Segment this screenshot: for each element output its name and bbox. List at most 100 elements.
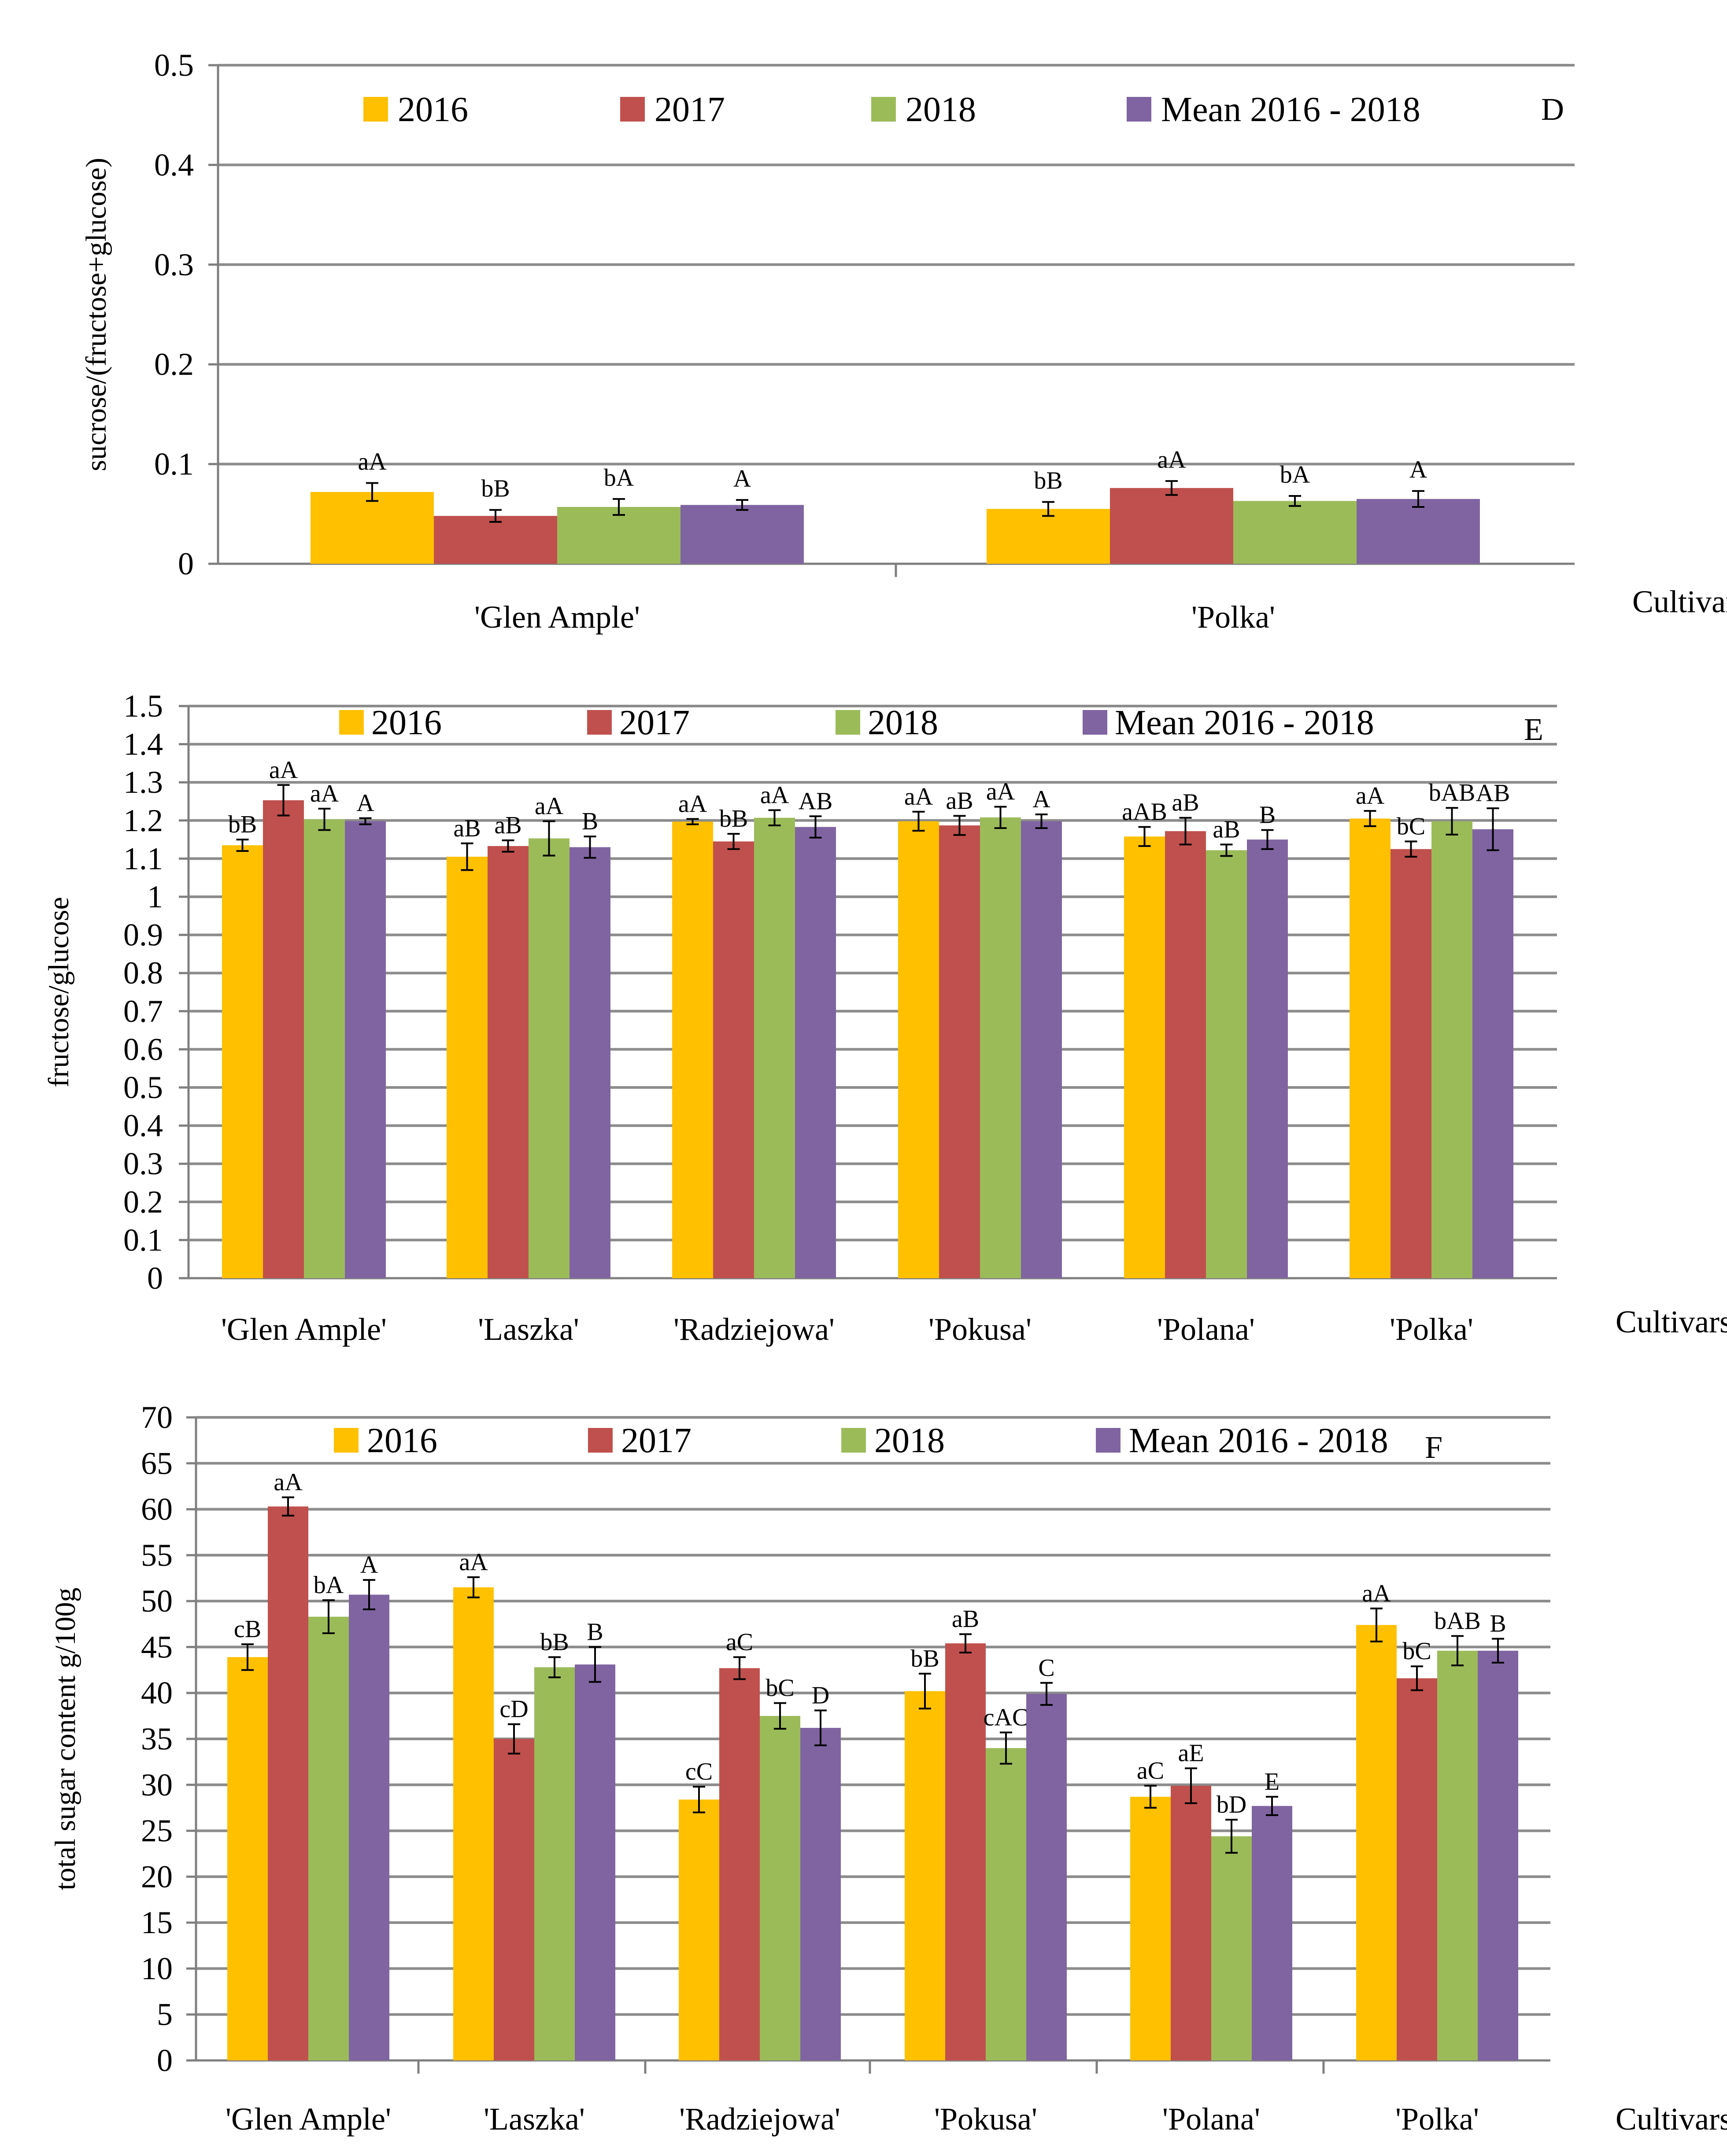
panel-f-legend-swatch	[841, 1428, 866, 1453]
panel-d-bar	[680, 505, 804, 564]
panel-e-y-tick-label: 1.3	[123, 765, 163, 800]
panel-e-data-label: AB	[799, 788, 833, 815]
panel-e-category-label: 'Glen Ample'	[221, 1312, 387, 1347]
panel-d-legend-label: 2017	[655, 90, 725, 129]
panel-f-data-label: C	[1038, 1654, 1054, 1682]
panel-f-data-label: bB	[540, 1628, 569, 1656]
panel-f-y-tick-label: 15	[141, 1905, 173, 1940]
panel-f-bar	[268, 1506, 308, 2060]
panel-d-y-tick-label: 0.5	[154, 48, 194, 83]
panel-d-bar	[1357, 499, 1480, 564]
panel-e-data-label: bC	[1397, 813, 1425, 840]
panel-e-bar	[1206, 850, 1247, 1278]
panel-f-category-label: 'Polana'	[1162, 2101, 1260, 2137]
panel-e-bar	[1247, 839, 1288, 1278]
panel-d-category-label: 'Polka'	[1191, 599, 1275, 635]
panel-e-data-label: aA	[904, 783, 933, 810]
panel-d-bar	[311, 492, 434, 564]
panel-f-bar	[986, 1748, 1026, 2060]
panel-f-legend-label: 2016	[367, 1421, 437, 1460]
panel-d-bar	[1233, 501, 1357, 564]
panel-f-bar	[1397, 1678, 1437, 2060]
panel-f-legend-label: 2017	[621, 1421, 692, 1460]
panel-e-bar	[795, 827, 836, 1278]
panel-f-data-label: cAC	[984, 1704, 1029, 1731]
panel-f-bar	[1478, 1650, 1518, 2060]
panel-f-y-tick-label: 30	[141, 1767, 173, 1802]
panel-f-bar	[760, 1716, 800, 2060]
panel-e-category-label: 'Polka'	[1390, 1312, 1473, 1347]
panel-e-category-label: 'Polana'	[1157, 1312, 1255, 1347]
panel-f-data-label: cD	[499, 1696, 528, 1723]
panel-d-legend-label: Mean 2016 - 2018	[1161, 90, 1420, 129]
panel-f-x-axis-label: Cultivars	[1616, 2101, 1727, 2137]
panel-e-bar	[1350, 818, 1390, 1278]
panel-f-data-label: bB	[910, 1645, 939, 1672]
panel-e-data-label: aA	[535, 793, 564, 820]
panel-e-data-label: aA	[986, 778, 1015, 806]
panel-e-legend-swatch	[339, 710, 364, 735]
panel-d-bar	[1110, 488, 1233, 564]
panel-d-data-label: A	[733, 465, 751, 492]
panel-f-bar	[575, 1664, 615, 2060]
panel-e-data-label: aB	[453, 815, 481, 842]
panel-e-bar	[1124, 836, 1165, 1278]
panel-e-y-tick-label: 0.7	[123, 994, 163, 1029]
panel-f-category-label: 'Radziejowa'	[679, 2101, 840, 2137]
panel-d-category-label: 'Glen Ample'	[474, 599, 640, 635]
panel-e-bar	[1165, 831, 1206, 1278]
panel-e-data-label: aAB	[1122, 799, 1167, 826]
panel-f-bar	[1026, 1694, 1067, 2060]
panel-d-data-label: aA	[358, 448, 387, 476]
panel-e-y-tick-label: 0.3	[123, 1146, 163, 1181]
panel-e-bar	[1021, 821, 1062, 1278]
panel-f-data-label: bC	[766, 1675, 794, 1702]
panel-f-data-label: cC	[685, 1758, 713, 1785]
panel-f-data-label: B	[587, 1618, 603, 1646]
panel-e-data-label: aA	[760, 781, 789, 809]
panel-e-bar	[672, 821, 713, 1278]
panel-d-legend-swatch	[871, 97, 896, 122]
panel-d-data-label: bA	[1280, 461, 1310, 488]
panel-e-y-tick-label: 0.1	[123, 1222, 163, 1257]
panel-e-bar	[304, 819, 345, 1278]
panel-e-data-label: aB	[946, 787, 973, 814]
panel-f-category-label: 'Glen Ample'	[226, 2101, 391, 2137]
panel-d-bar	[987, 509, 1110, 564]
panel-e-bar	[529, 838, 570, 1278]
panel-e-category-label: 'Laszka'	[478, 1312, 579, 1347]
panel-e-bar	[980, 817, 1021, 1278]
panel-e-data-label: B	[1259, 801, 1276, 828]
panel-f-bar	[1437, 1650, 1478, 2060]
panel-f-y-tick-label: 5	[157, 1997, 173, 2032]
panel-d-data-label: bB	[1034, 467, 1062, 495]
panel-e-data-label: aA	[269, 756, 298, 784]
panel-e-y-tick-label: 1.2	[123, 803, 163, 838]
panel-f-bar	[227, 1657, 268, 2060]
panel-f-legend-swatch	[588, 1428, 613, 1453]
panel-f-bar	[945, 1643, 986, 2060]
panel-f-y-tick-label: 25	[141, 1813, 173, 1849]
panel-f-legend-label: 2018	[874, 1421, 945, 1460]
panel-f-category-label: 'Polka'	[1395, 2101, 1479, 2137]
panel-d-y-tick-label: 0.2	[154, 347, 194, 382]
panel-e-y-tick-label: 0.9	[123, 917, 163, 953]
panel-f-legend-swatch	[334, 1428, 359, 1453]
panel-e-data-label: bB	[228, 811, 257, 838]
panel-f-data-label: aA	[459, 1549, 488, 1576]
panel-e-data-label: A	[356, 790, 374, 817]
panel-e-bar	[1431, 821, 1472, 1278]
panel-e-data-label: aB	[1213, 816, 1240, 843]
panel-d-legend-swatch	[1127, 97, 1151, 122]
panel-f-y-tick-label: 50	[141, 1583, 173, 1619]
panel-f-legend-label: Mean 2016 - 2018	[1129, 1421, 1388, 1460]
panel-e-bar	[713, 841, 754, 1278]
panel-e-bar	[488, 846, 529, 1278]
panel-e-category-label: 'Pokusa'	[928, 1312, 1032, 1347]
panel-e-chart: 00.10.20.30.40.50.60.70.80.911.11.21.31.…	[43, 688, 1727, 1347]
panel-f-bar	[494, 1739, 534, 2060]
panel-d-y-tick-label: 0.4	[154, 147, 194, 182]
panel-f-category-label: 'Laszka'	[484, 2101, 585, 2137]
panel-f-data-label: aA	[1362, 1580, 1391, 1607]
